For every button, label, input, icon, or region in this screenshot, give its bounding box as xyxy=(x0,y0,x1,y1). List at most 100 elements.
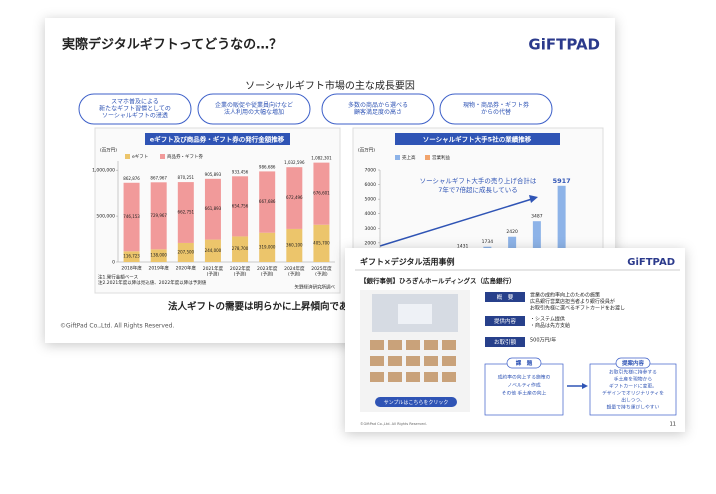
footer: ©GiftPad Co.,Ltd. All Rights Reserved. xyxy=(60,323,174,330)
row-label-bg xyxy=(485,337,525,347)
box-label-bg xyxy=(506,357,542,369)
value-label: 138,000 xyxy=(150,253,167,258)
total-label: 905,893 xyxy=(205,172,222,177)
box xyxy=(484,363,564,416)
text-line: スマホ普及による xyxy=(111,98,159,106)
bar-segment xyxy=(150,182,167,250)
row-label: 概 要 xyxy=(497,293,514,301)
conclusion: 法人ギフトの需要は明らかに上昇傾向であり、 xyxy=(168,301,367,313)
row-label-bg xyxy=(485,316,525,326)
legend-label: 商品券・ギフト券 xyxy=(167,153,203,160)
x-tick-label: 2021年度(予測) xyxy=(203,265,224,278)
legend-swatch xyxy=(425,155,430,160)
text-line: 顧客満足度の高さ xyxy=(354,108,402,116)
unit: (百万円) xyxy=(358,148,375,154)
value-label: 1734 xyxy=(482,239,494,245)
y-tick-label: 5000 xyxy=(365,197,377,203)
bar-segment xyxy=(123,251,140,262)
text-line: 軽量で持ち運びしやすい xyxy=(607,404,660,411)
logo: GiFTPAD xyxy=(627,257,675,268)
arrow xyxy=(379,198,533,247)
text-line: 成約率の向上する施策の xyxy=(498,374,551,381)
text-line: 現物・商品券・ギフト券 xyxy=(463,101,529,109)
text-line: 手土産を現物から xyxy=(614,376,653,383)
total-label: 933,456 xyxy=(232,169,249,174)
value-label: 676,601 xyxy=(313,191,330,196)
slide-title: ギフト×デジタル活用事例 xyxy=(360,257,455,267)
sample-button-label[interactable]: サンプルはこちらをクリック xyxy=(384,399,449,406)
chart-title: eギフト及び商品券・ギフト券の発行金額推移 xyxy=(150,135,285,144)
total-label: 1,032,596 xyxy=(284,160,305,165)
text-line: 注1.発行金額ベース xyxy=(98,274,139,281)
unit: (百万円) xyxy=(100,148,117,154)
text-line: お取引先様に選べるギフトカードをお渡し xyxy=(530,305,625,312)
x-tick-label: 2024年度(予測) xyxy=(284,265,305,278)
bar-segment xyxy=(232,176,249,237)
bar-segment xyxy=(259,171,276,233)
text-line: 新たなギフト習慣としての xyxy=(99,105,171,113)
bar-segment xyxy=(286,228,303,262)
x-tick-label: 2023年度(予測) xyxy=(257,265,278,278)
box-label: 課 題 xyxy=(516,359,533,367)
y-tick-label: 1,000,000 xyxy=(92,168,115,174)
page-number: 11 xyxy=(670,422,676,428)
x-tick-label: 2022年度(予測) xyxy=(230,265,251,278)
row-label: お取引額 xyxy=(494,338,517,346)
y-tick-label: 4000 xyxy=(365,211,377,217)
value-label: 405,700 xyxy=(313,240,330,245)
value-label: 746,153 xyxy=(123,214,140,219)
bar-segment xyxy=(313,224,330,262)
factor-pill xyxy=(78,93,192,125)
chart-header xyxy=(395,133,560,145)
value-label: 116,723 xyxy=(123,254,140,259)
bar-segment xyxy=(259,232,276,262)
text-line: 営業の成約率向上のための施策 xyxy=(530,292,600,299)
total-label: 870,251 xyxy=(178,175,195,180)
box-label: 提案内容 xyxy=(622,359,645,367)
value-label: 672,496 xyxy=(286,195,303,200)
value-label: 319,000 xyxy=(259,244,276,249)
text-line: ギフトカードに変更。 xyxy=(609,383,657,390)
box-label-bg xyxy=(615,357,651,369)
x-tick-label: 2020年度 xyxy=(176,265,197,272)
case-title: 【銀行事例】ひろぎんホールディングス（広島銀行） xyxy=(360,276,516,285)
sample-button[interactable] xyxy=(375,397,457,407)
text-line: 法人利用の大幅な増加 xyxy=(224,108,284,116)
legend-swatch xyxy=(395,155,400,160)
y-tick-label: 6000 xyxy=(365,182,377,188)
text-line: からの代替 xyxy=(481,108,511,116)
value-label: 5917 xyxy=(553,177,571,185)
x-tick-label: 2019年度 xyxy=(148,265,169,272)
text-line: ソーシャルギフト大手の売り上げ合計は xyxy=(420,176,537,185)
y-tick-label: 3000 xyxy=(365,226,377,232)
y-tick-label: 7000 xyxy=(365,168,377,174)
value-label: 654,756 xyxy=(232,203,249,208)
text-line: ・商品は先方支給 xyxy=(530,322,570,329)
bar-segment xyxy=(204,239,221,262)
value-label: 662,751 xyxy=(178,210,195,215)
factor-pill xyxy=(321,93,435,125)
value-label: 360,100 xyxy=(286,242,303,247)
value-label: 1431 xyxy=(457,244,469,250)
legend-label: 売上高 xyxy=(402,154,416,161)
legend-swatch xyxy=(125,154,130,159)
arrow-head xyxy=(582,383,588,389)
text-line: 500万円/年 xyxy=(530,337,556,344)
value-label: 667,686 xyxy=(259,199,276,204)
y-tick-label: 500,000 xyxy=(96,214,115,220)
bar-segment xyxy=(286,167,303,229)
row-label-bg xyxy=(485,292,525,302)
x-tick-label: 2025年度(予測) xyxy=(311,265,332,278)
value-label: 3487 xyxy=(531,214,543,220)
total-label: 862,876 xyxy=(123,176,140,181)
image xyxy=(398,304,432,324)
total-label: 867,967 xyxy=(150,175,167,180)
bar-segment xyxy=(177,182,194,243)
subtitle: ソーシャルギフト市場の主な成長要因 xyxy=(245,79,415,92)
value-label: 207,500 xyxy=(178,249,195,254)
text-line: その他 手土産の向上 xyxy=(502,390,547,397)
legend-label: eギフト xyxy=(132,154,148,160)
x-tick-label: 2018年度 xyxy=(121,265,142,272)
slide-2: ギフト×デジタル活用事例 GiFTPAD 【銀行事例】ひろぎんホールディングス（… xyxy=(345,248,685,432)
text-line: ・システム提供 xyxy=(530,316,565,323)
